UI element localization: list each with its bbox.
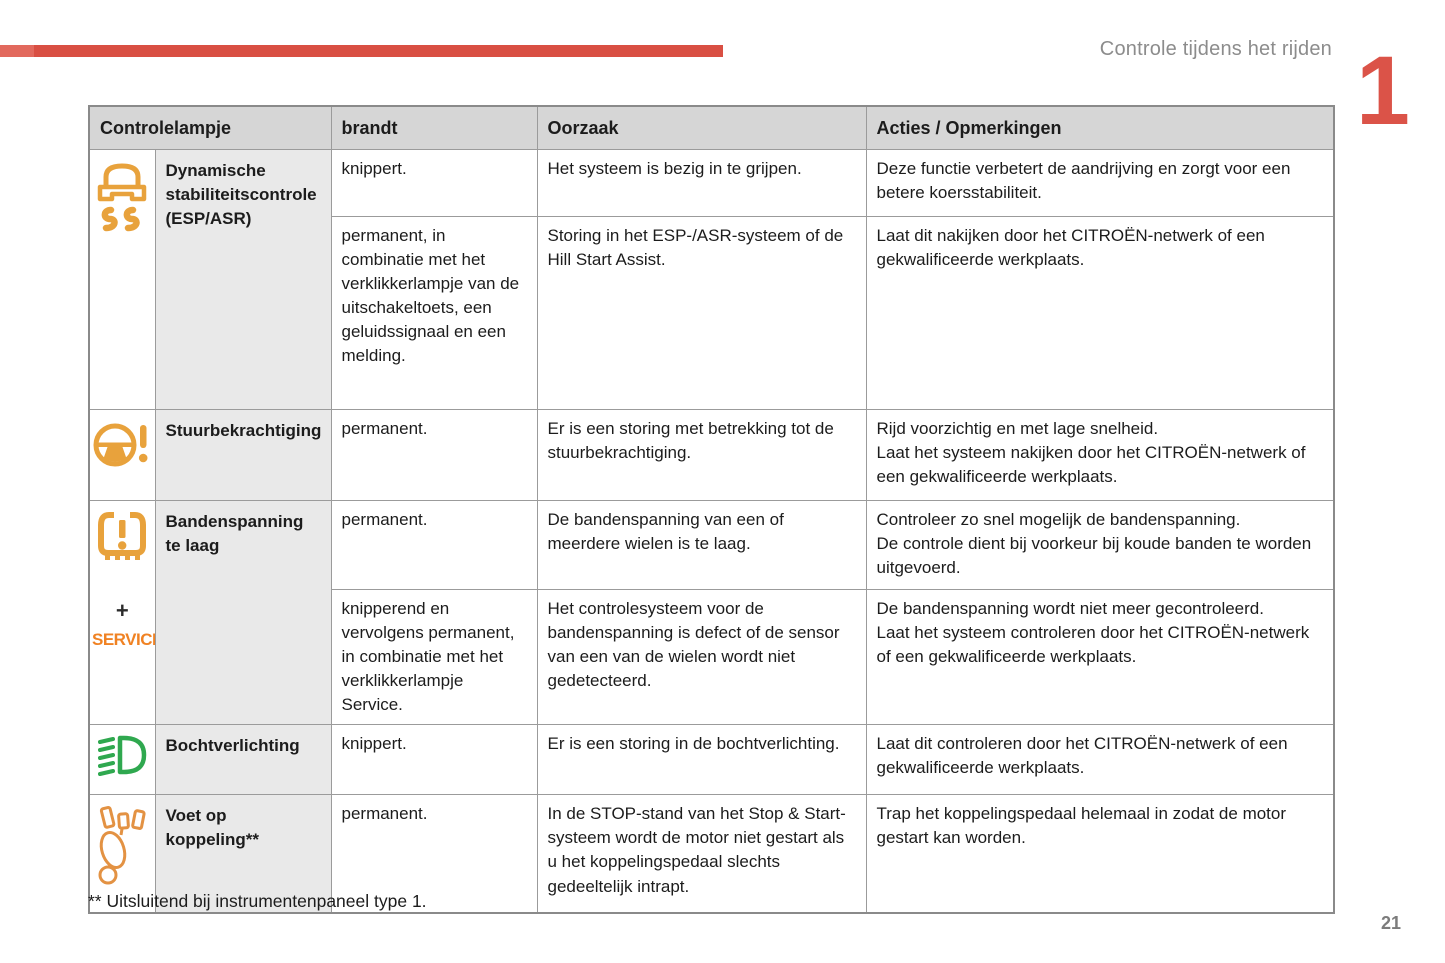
cell-acties: Controleer zo snel mogelijk de bandenspa… [865,499,1335,590]
cell-oorzaak: Het systeem is bezig in te grijpen. [536,148,867,217]
lamp-name: Bandenspanning te laag [154,499,332,726]
cell-acties: Trap het koppelingspedaal helemaal in zo… [865,794,1335,914]
table-row: Dynamische stabiliteitscontrole (ESP/ASR… [88,148,1335,410]
cell-brandt: permanent. [330,499,538,590]
cell-acties: Laat dit controleren door het CITROËN-ne… [865,724,1335,796]
section-title: Controle tijdens het rijden [1099,38,1332,60]
clutch-pedal-icon-cell [88,794,156,914]
service-lamp-label: SERVICE [92,629,154,649]
tyre-pressure-icon [98,511,147,560]
table-row: Voet op koppeling** permanent. In de STO… [88,794,1335,914]
cell-brandt: knipperend en vervolgens permanent, in c… [330,588,538,726]
lamp-name: Bochtverlichting [154,724,332,796]
clutch-pedal-icon [98,806,146,885]
col-header-oorzaak: Oorzaak [536,105,867,150]
table-row: permanent, in combinatie met het verklik… [89,215,1335,410]
lamp-name: Dynamische stabiliteitscontrole (ESP/ASR… [154,148,332,410]
cornering-light-icon-cell [88,724,156,796]
cell-oorzaak: Er is een storing in de bochtverlichting… [536,724,867,796]
cell-oorzaak: De bandenspanning van een of meerdere wi… [536,499,867,590]
cell-brandt: knippert. [330,148,538,217]
tyre-pressure-icon-cell: + SERVICE [88,499,156,726]
cell-oorzaak: Het controlesysteem voor de bandenspanni… [536,588,867,726]
lamp-name: Voet op koppeling** [154,794,332,914]
footnote: ** Uitsluitend bij instrumentenpaneel ty… [88,891,427,911]
cell-oorzaak: In de STOP-stand van het Stop & Start-sy… [536,794,867,914]
top-red-bar [0,45,723,57]
cell-acties: De bandenspanning wordt niet meer gecont… [865,588,1335,726]
plus-label: + [115,597,129,623]
cell-acties: Rijd voorzichtig en met lage snelheid. L… [865,408,1335,501]
esp-asr-icon [98,163,147,231]
cell-oorzaak: Storing in het ESP-/ASR-systeem of de Hi… [536,215,867,410]
table-row: Bochtverlichting knippert. Er is een sto… [88,724,1335,796]
cell-brandt: knippert. [330,724,538,796]
cell-brandt: permanent. [330,408,538,501]
top-red-bar-cap [0,45,34,57]
warning-lamps-table: Controlelampje brandt Oorzaak Acties / O… [88,105,1335,914]
steering-icon-cell [88,408,156,501]
esp-icon-cell [88,148,156,410]
cornering-light-icon [98,735,147,777]
col-header-acties: Acties / Opmerkingen [865,105,1335,150]
cell-acties: Deze functie verbetert de aandrijving en… [865,148,1335,217]
col-header-brandt: brandt [330,105,538,150]
cell-acties: Laat dit nakijken door het CITROËN-netwe… [865,215,1335,410]
chapter-number: 1 [1356,36,1410,145]
cell-oorzaak: Er is een storing met betrekking tot de … [536,408,867,501]
page-number: 21 [1381,913,1402,933]
table-row: + SERVICE Bandenspanning te laag permane… [88,499,1335,726]
table-row: knipperend en vervolgens permanent, in c… [89,588,1335,726]
table-row: Stuurbekrachtiging permanent. Er is een … [88,408,1335,501]
cell-brandt: permanent, in combinatie met het verklik… [330,215,538,410]
power-steering-icon [93,423,148,467]
table-header-row: Controlelampje brandt Oorzaak Acties / O… [88,105,1335,150]
lamp-name: Stuurbekrachtiging [154,408,332,501]
cell-brandt: permanent. [330,794,538,914]
col-header-controlelampje: Controlelampje [88,105,332,150]
